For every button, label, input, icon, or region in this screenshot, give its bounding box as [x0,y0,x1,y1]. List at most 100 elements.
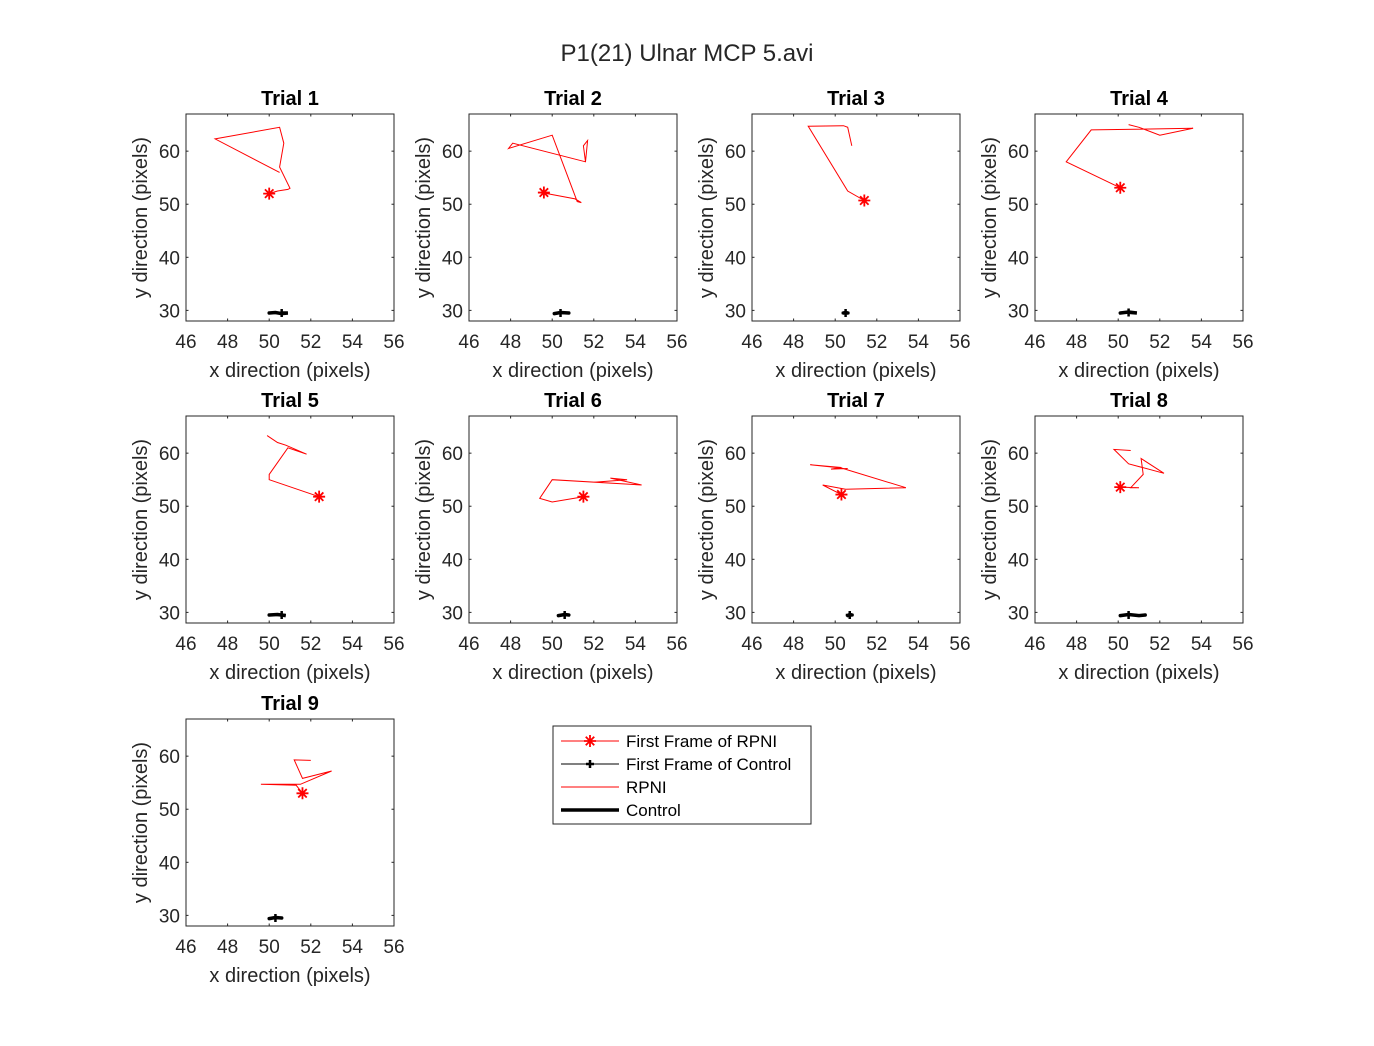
subplot-title: Trial 1 [261,88,319,110]
legend: First Frame of RPNI First Frame of Contro… [552,725,812,825]
x-tick-label: 56 [1232,332,1253,353]
x-tick-label: 50 [259,332,280,353]
x-tick-label: 54 [342,634,364,655]
y-tick-label: 50 [1008,497,1029,518]
rpni-first-frame-marker [1114,181,1127,194]
y-tick-label: 60 [725,142,746,163]
plot-area [807,125,871,318]
rpni-trajectory-line [213,126,291,195]
x-tick-label: 48 [783,332,804,353]
x-tick-label: 54 [908,332,930,353]
x-tick-label: 48 [1066,634,1087,655]
subplot-4: 46 48 50 52 54 56 30 40 50 60 Trial 4 x direction (… [979,88,1254,382]
control-trajectory-line [1118,612,1147,618]
control-first-frame-marker [277,611,286,620]
subplot-title: Trial 3 [827,88,885,110]
control-first-frame-marker [1124,611,1133,620]
x-tick-label: 56 [383,332,404,353]
x-tick-label: 50 [1108,634,1129,655]
subplot-title: Trial 5 [261,390,319,412]
y-tick-label: 30 [1008,301,1029,322]
y-axis-label: y direction (pixels) [696,439,718,600]
x-tick-label: 52 [583,332,604,353]
x-tick-label: 54 [625,332,647,353]
x-tick-label: 56 [949,634,970,655]
axes-box [751,113,961,322]
x-tick-label: 52 [300,634,321,655]
y-tick-label: 30 [159,906,180,927]
y-tick-label: 40 [442,550,463,571]
x-tick-label: 54 [908,634,930,655]
subplot-9: 46 48 50 52 54 56 30 40 50 60 Trial 9 x direction (… [130,693,405,987]
x-tick-label: 56 [949,332,970,353]
axes-box [1034,415,1244,624]
subplot-title: Trial 2 [544,88,602,110]
y-axis-label: y direction (pixels) [130,439,152,600]
axes-box [185,113,395,322]
control-first-frame-marker [841,309,850,318]
rpni-trajectory-line [507,134,589,204]
x-tick-label: 50 [825,634,846,655]
subplot-3: 46 48 50 52 54 56 30 40 50 60 Trial 3 x direction (… [696,88,971,382]
x-tick-label: 52 [300,937,321,958]
legend-label: First Frame of Control [626,755,791,774]
y-axis-label: y direction (pixels) [413,137,435,298]
plot-area [1065,124,1194,317]
axes-box [468,415,678,624]
y-tick-label: 40 [725,550,746,571]
axes-box [185,415,395,624]
y-tick-label: 60 [1008,142,1029,163]
x-tick-label: 56 [383,937,404,958]
subplot-title: Trial 8 [1110,390,1168,412]
rpni-trajectory-line [1112,448,1165,489]
y-tick-label: 50 [159,800,180,821]
x-tick-label: 50 [259,937,280,958]
x-tick-label: 52 [866,634,887,655]
axes-box [751,415,961,624]
y-tick-label: 30 [159,603,180,624]
x-tick-label: 52 [1149,332,1170,353]
y-tick-label: 30 [1008,603,1029,624]
y-tick-label: 50 [725,195,746,216]
y-tick-label: 40 [725,248,746,269]
legend-box [552,725,812,825]
x-tick-label: 46 [458,634,479,655]
legend-label: RPNI [626,778,667,797]
x-axis-label: x direction (pixels) [209,965,370,987]
x-tick-label: 54 [342,937,364,958]
x-tick-label: 50 [259,634,280,655]
subplot-8: 46 48 50 52 54 56 30 40 50 60 Trial 8 x direction (… [979,390,1254,684]
x-tick-label: 48 [217,332,238,353]
y-tick-label: 40 [159,550,180,571]
y-tick-label: 40 [1008,550,1029,571]
y-axis-label: y direction (pixels) [413,439,435,600]
y-tick-label: 60 [442,444,463,465]
control-first-frame-marker [271,914,280,923]
control-first-frame-marker [556,309,565,318]
plot-area [213,126,291,318]
subplot-2: 46 48 50 52 54 56 30 40 50 60 Trial 2 x direction (… [413,88,688,382]
y-axis-label: y direction (pixels) [130,742,152,903]
x-tick-label: 54 [1191,634,1213,655]
y-axis-label: y direction (pixels) [979,439,1001,600]
plot-area [260,759,332,923]
x-tick-label: 48 [783,634,804,655]
x-tick-label: 46 [175,634,196,655]
x-tick-label: 46 [1024,634,1045,655]
x-tick-label: 48 [217,937,238,958]
x-tick-label: 56 [666,634,687,655]
x-tick-label: 48 [500,332,521,353]
x-tick-label: 52 [583,634,604,655]
control-trajectory-line [1118,310,1138,315]
x-tick-label: 48 [1066,332,1087,353]
x-tick-label: 52 [866,332,887,353]
axes-box [468,113,678,322]
plot-area [810,464,907,620]
x-tick-label: 56 [666,332,687,353]
x-tick-label: 46 [175,332,196,353]
x-axis-label: x direction (pixels) [775,360,936,382]
rpni-first-frame-marker [858,194,871,207]
x-tick-label: 46 [1024,332,1045,353]
y-tick-label: 40 [442,248,463,269]
